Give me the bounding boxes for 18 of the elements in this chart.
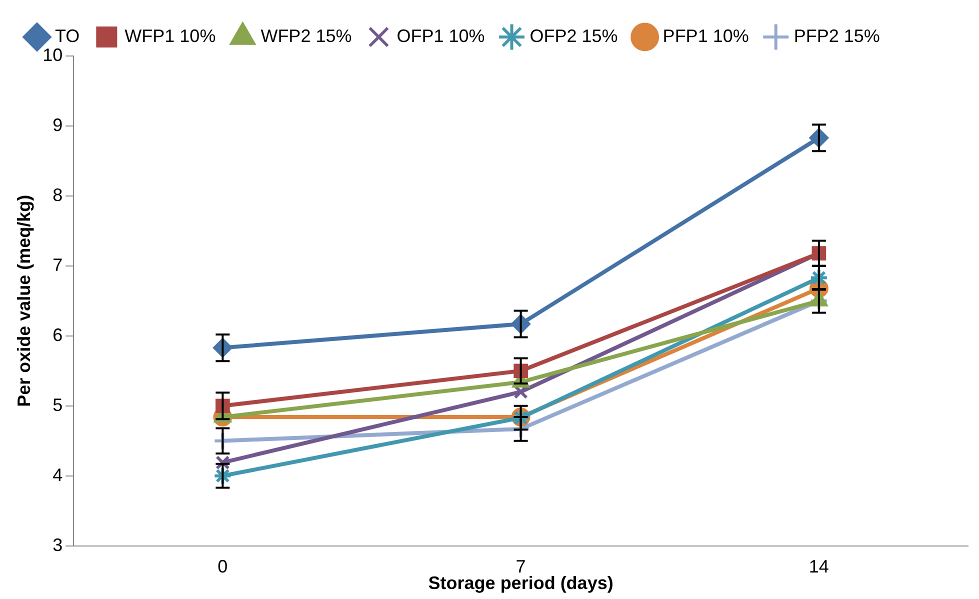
legend-label: WFP2 15% bbox=[260, 26, 352, 46]
y-tick-label: 7 bbox=[52, 254, 63, 275]
y-tick-label: 9 bbox=[52, 114, 63, 135]
x-tick-label: 0 bbox=[218, 556, 228, 577]
legend-label: WFP1 10% bbox=[124, 26, 216, 46]
legend-label: OFP2 15% bbox=[530, 26, 618, 46]
y-axis-title: Per oxide value (meq/kg) bbox=[14, 194, 34, 407]
y-tick-label: 5 bbox=[52, 394, 63, 415]
y-tick-label: 6 bbox=[52, 324, 63, 345]
y-tick-label: 10 bbox=[42, 44, 63, 65]
y-tick-label: 4 bbox=[52, 464, 63, 485]
y-tick-label: 8 bbox=[52, 184, 63, 205]
legend-label: PFP1 10% bbox=[662, 26, 749, 46]
x-tick-label: 14 bbox=[808, 556, 829, 577]
legend-label: PFP2 15% bbox=[794, 26, 880, 46]
legend-label: TO bbox=[55, 26, 80, 46]
y-tick-label: 3 bbox=[52, 534, 63, 555]
legend-label: OFP1 10% bbox=[396, 26, 485, 46]
